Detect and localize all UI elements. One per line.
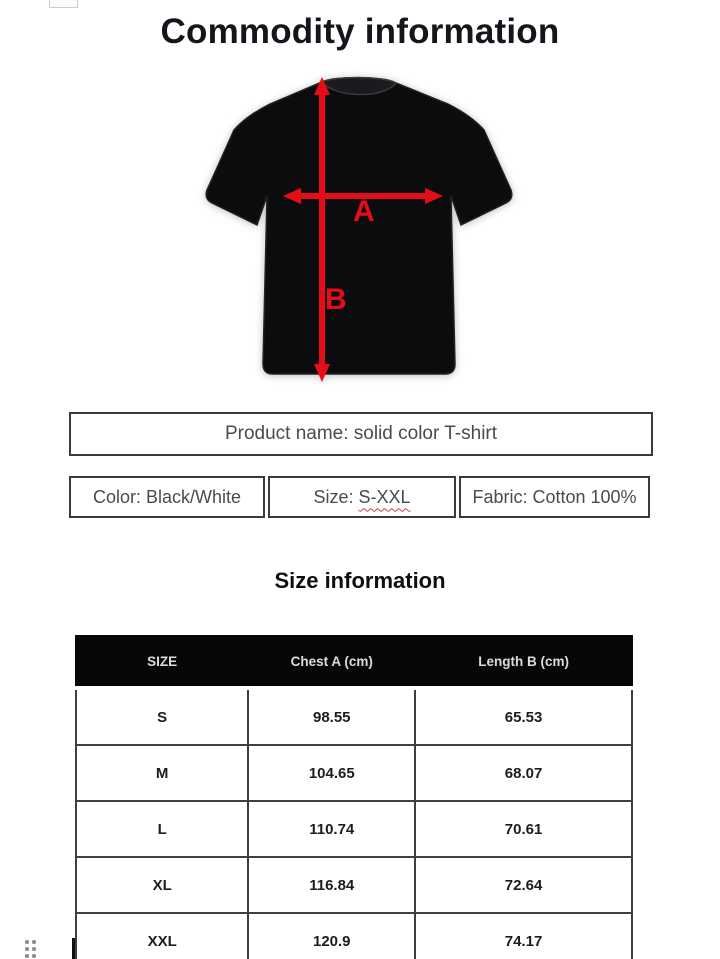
dots-grid-icon xyxy=(25,940,36,958)
size-table: SIZE Chest A (cm) Length B (cm) S 98.55 … xyxy=(74,635,633,959)
header-length: Length B (cm) xyxy=(414,635,633,690)
cell-chest: 98.55 xyxy=(247,687,417,746)
size-attribute-box: Size: S-XXL xyxy=(268,476,456,518)
table-row: M 104.65 68.07 xyxy=(74,744,633,802)
cell-size: M xyxy=(74,744,250,802)
page-title: Commodity information xyxy=(160,12,560,51)
tshirt-measurement-diagram: A B xyxy=(198,74,518,388)
cell-length: 74.17 xyxy=(414,912,633,959)
length-label: B xyxy=(325,283,347,316)
product-attributes-row: Color: Black/White Size: S-XXL Fabric: C… xyxy=(69,476,653,518)
table-row: S 98.55 65.53 xyxy=(74,687,633,746)
size-attribute-value: S-XXL xyxy=(358,486,411,507)
cell-length: 65.53 xyxy=(414,687,633,746)
text-cursor xyxy=(72,938,75,959)
cell-chest: 116.84 xyxy=(247,856,417,914)
table-row: XXL 120.9 74.17 xyxy=(74,912,633,959)
cell-length: 68.07 xyxy=(414,744,633,802)
length-arrow xyxy=(314,77,330,382)
color-attribute-box: Color: Black/White xyxy=(69,476,265,518)
chest-width-label: A xyxy=(353,195,375,228)
size-attribute-prefix: Size: xyxy=(313,486,359,507)
tshirt-collar xyxy=(320,76,398,96)
cell-chest: 120.9 xyxy=(247,912,417,959)
fabric-attribute-box: Fabric: Cotton 100% xyxy=(459,476,650,518)
header-chest: Chest A (cm) xyxy=(247,635,417,690)
table-row: XL 116.84 72.64 xyxy=(74,856,633,914)
cell-length: 72.64 xyxy=(414,856,633,914)
table-row: L 110.74 70.61 xyxy=(74,800,633,858)
tshirt-image: A B xyxy=(205,76,513,382)
cell-size: L xyxy=(74,800,250,858)
tshirt-body xyxy=(205,76,513,375)
fabric-attribute-text: Fabric: Cotton 100% xyxy=(472,486,637,507)
cell-length: 70.61 xyxy=(414,800,633,858)
product-name-text: Product name: solid color T-shirt xyxy=(224,423,498,444)
size-section-title: Size information xyxy=(274,568,446,593)
cell-chest: 104.65 xyxy=(247,744,417,802)
size-table-header-row: SIZE Chest A (cm) Length B (cm) xyxy=(74,635,633,690)
chest-width-arrow xyxy=(283,188,443,204)
color-attribute-text: Color: Black/White xyxy=(92,486,242,507)
header-size: SIZE xyxy=(74,635,250,690)
cell-size: S xyxy=(74,687,250,746)
cell-size: XL xyxy=(74,856,250,914)
cropped-edge-artifact xyxy=(49,0,78,8)
cell-chest: 110.74 xyxy=(247,800,417,858)
product-name-box: Product name: solid color T-shirt xyxy=(69,412,653,456)
cell-size: XXL xyxy=(74,912,250,959)
